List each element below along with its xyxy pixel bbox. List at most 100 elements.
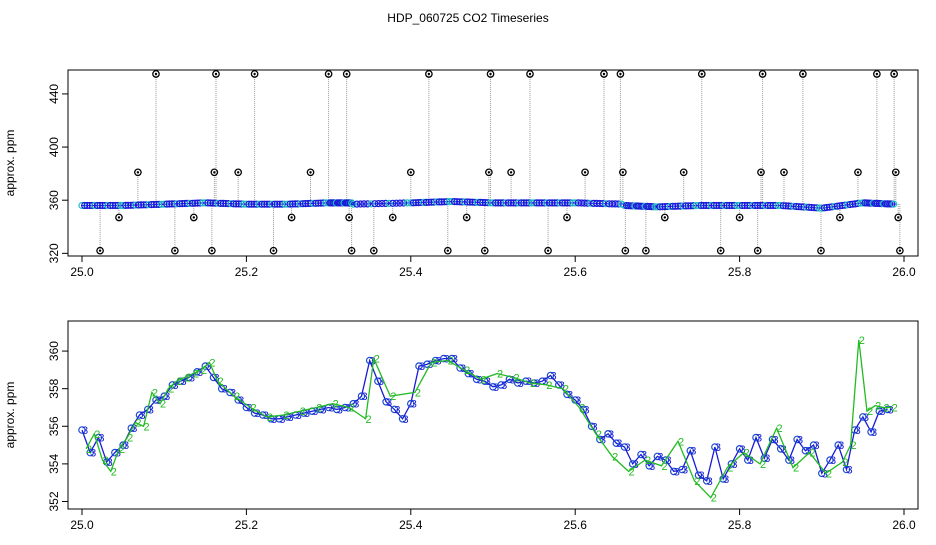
outlier-point-core	[427, 72, 431, 76]
outlier-point-core	[446, 249, 449, 252]
series-marker-label: 3	[509, 374, 515, 386]
baseline-point	[417, 198, 425, 207]
baseline-point	[702, 201, 710, 210]
outlier-point-core	[347, 216, 351, 219]
baseline-point	[307, 199, 315, 207]
series-marker-label: 3	[641, 450, 647, 462]
outlier-point	[443, 246, 452, 255]
series-marker-label: 2	[859, 335, 865, 347]
series-marker-label: 3	[715, 442, 721, 454]
baseline-point	[489, 199, 497, 207]
y-tick-label: 352	[47, 491, 61, 511]
series-point	[826, 456, 834, 464]
outlier-point	[619, 168, 627, 177]
outlier-point-core	[483, 249, 486, 252]
series-marker-label: 2	[374, 354, 380, 366]
outlier-point-core	[213, 171, 216, 174]
outlier-point	[735, 213, 744, 222]
baseline-point	[227, 200, 235, 208]
series-marker-label: 3	[600, 434, 606, 446]
series-marker-label: 3	[542, 376, 548, 388]
outlier-point	[544, 246, 552, 255]
baseline-point	[160, 200, 168, 208]
baseline-point	[427, 198, 435, 206]
outlier-point-core	[682, 171, 685, 174]
series-point	[612, 439, 621, 448]
series-point	[193, 367, 201, 376]
series-marker-label: 3	[781, 444, 787, 456]
outlier-point-core	[489, 72, 492, 76]
outlier-point-core	[272, 249, 275, 252]
series-marker-label: 3	[501, 380, 507, 392]
y-axis-label: approx. ppm	[3, 382, 17, 449]
series-marker-label: 3	[723, 474, 729, 486]
series-marker-label: 3	[698, 470, 704, 482]
baseline-point	[253, 200, 261, 208]
baseline-point	[106, 201, 114, 210]
series-point	[439, 354, 448, 363]
series-marker-label: 3	[271, 414, 277, 426]
x-tick-label: 26.0	[892, 518, 916, 532]
series-marker-label: 2	[127, 433, 133, 445]
series-marker-label: 2	[366, 414, 372, 426]
series-marker-label: 3	[805, 446, 811, 458]
outlier-point-core	[738, 216, 741, 219]
series-point	[546, 371, 555, 380]
baseline-point	[212, 199, 220, 207]
outlier-point-core	[621, 171, 625, 174]
baseline-point	[319, 199, 328, 207]
series-marker-label: 2	[144, 421, 150, 433]
series-marker-label: 3	[748, 455, 754, 467]
outlier-point-core	[290, 216, 293, 219]
series-marker-label: 2	[826, 468, 832, 480]
baseline-point	[209, 199, 217, 207]
outlier-point	[621, 246, 630, 255]
baseline-point	[204, 199, 212, 207]
baseline-point	[111, 201, 120, 210]
baseline-point	[530, 199, 538, 207]
baseline-point	[805, 203, 813, 211]
baseline-point	[705, 201, 713, 210]
baseline-point	[810, 204, 818, 212]
baseline-point	[769, 201, 777, 210]
outlier-point	[96, 246, 104, 255]
plot-frame	[67, 69, 919, 257]
baseline-point	[178, 200, 186, 208]
baseline-point	[779, 202, 787, 210]
baseline-point	[735, 201, 744, 210]
series-point	[694, 471, 703, 480]
baseline-point	[304, 199, 312, 208]
y-tick-label: 360	[47, 190, 61, 210]
baseline-point	[479, 198, 487, 207]
series-point	[752, 433, 760, 442]
baseline-point	[548, 199, 556, 207]
outlier-point-core	[487, 171, 491, 174]
baseline-point	[509, 199, 518, 207]
outlier-point-core	[719, 249, 722, 252]
series-point	[497, 381, 506, 389]
baseline-point	[78, 201, 86, 210]
series-point	[456, 364, 464, 372]
series-marker-label: 2	[481, 374, 487, 386]
baseline-point	[422, 198, 430, 206]
series-point	[209, 373, 218, 382]
baseline-point	[854, 199, 862, 208]
baseline-point	[710, 201, 718, 210]
series-point	[875, 407, 884, 416]
outlier-point-core	[154, 72, 158, 76]
series-marker-label: 3	[567, 389, 573, 401]
baseline-point	[828, 203, 836, 211]
series-marker-label: 2	[185, 372, 191, 384]
baseline-point	[497, 199, 505, 207]
baseline-point	[314, 199, 322, 207]
baseline-point	[738, 201, 746, 210]
baseline-point	[119, 201, 127, 210]
series-marker-label: 3	[82, 425, 88, 437]
plot-frame	[67, 320, 919, 510]
series-marker-label: 2	[431, 357, 437, 369]
baseline-point	[658, 203, 667, 211]
outlier-point-core	[409, 171, 412, 174]
series-point	[415, 362, 423, 370]
baseline-point	[364, 200, 372, 208]
x-tick-label: 25.2	[235, 265, 259, 279]
